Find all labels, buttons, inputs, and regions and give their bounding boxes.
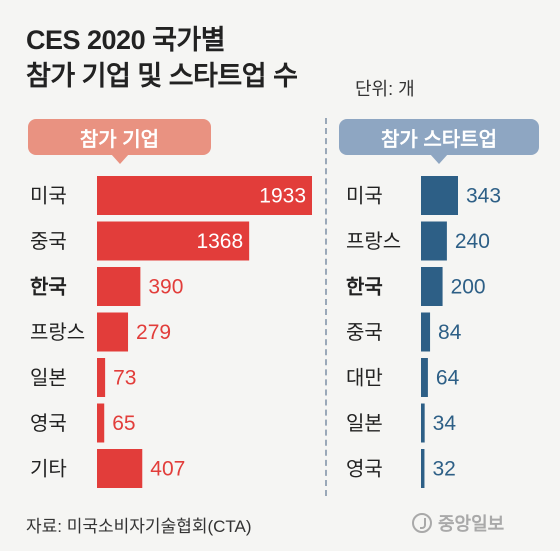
startups-category-label: 대만 (346, 367, 383, 390)
startups-bar (421, 221, 447, 261)
title-line-1: CES 2020 국가별 (26, 25, 226, 55)
startups-bar (421, 358, 428, 397)
logo-text: 중앙일보 (438, 514, 505, 534)
startups-category-label: 영국 (346, 458, 383, 481)
companies-value-label: 73 (113, 367, 136, 390)
companies-bar (97, 358, 106, 397)
publisher-logo: 중앙일보 (412, 510, 504, 536)
startups-value-label: 240 (455, 230, 490, 253)
startups-category-label: 프랑스 (346, 230, 401, 253)
startups-bar (421, 176, 458, 215)
startups-value-label: 343 (466, 185, 501, 208)
companies-bar (97, 267, 141, 306)
startups-bar (421, 403, 425, 443)
companies-category-label: 한국 (30, 276, 67, 299)
chart-title: CES 2020 국가별 참가 기업 및 스타트업 수 (26, 22, 298, 94)
companies-category-label: 기타 (30, 458, 67, 481)
startups-category-label: 미국 (346, 185, 383, 208)
companies-value-label: 1933 (259, 185, 306, 208)
companies-bar (97, 449, 143, 488)
startups-category-label: 한국 (346, 276, 383, 299)
companies-category-label: 미국 (30, 185, 67, 208)
startups-value-label: 32 (432, 458, 455, 481)
companies-category-label: 일본 (30, 367, 67, 390)
startups-category-label: 중국 (346, 322, 383, 344)
companies-value-label: 407 (150, 458, 185, 481)
companies-value-label: 390 (148, 276, 183, 299)
title-line-2: 참가 기업 및 스타트업 수 (26, 61, 298, 91)
startups-bar (421, 449, 425, 488)
panel-divider (325, 118, 327, 496)
startups-value-label: 64 (436, 367, 460, 390)
startups-bar (421, 312, 431, 352)
companies-bar (97, 176, 312, 215)
startups-value-label: 84 (438, 321, 462, 344)
companies-value-label: 1368 (196, 230, 243, 253)
logo-icon (412, 513, 432, 533)
source-note: 자료: 미국소비자기술협회(CTA) (26, 517, 252, 536)
startups-panel-label: 참가 스타트업 (339, 119, 539, 164)
companies-category-label: 중국 (30, 231, 67, 253)
startups-value-label: 200 (451, 276, 486, 299)
startups-bar (421, 267, 443, 306)
companies-bar (97, 403, 105, 443)
companies-bar (97, 221, 250, 261)
companies-bar (97, 312, 129, 352)
companies-category-label: 영국 (30, 412, 67, 435)
startups-category-label: 일본 (346, 412, 383, 435)
companies-value-label: 65 (112, 412, 135, 435)
companies-panel-label: 참가 기업 (28, 119, 211, 164)
companies-value-label: 279 (136, 321, 171, 344)
companies-category-label: 프랑스 (30, 321, 85, 344)
startups-value-label: 34 (433, 412, 457, 435)
unit-label: 단위: 개 (355, 79, 415, 99)
